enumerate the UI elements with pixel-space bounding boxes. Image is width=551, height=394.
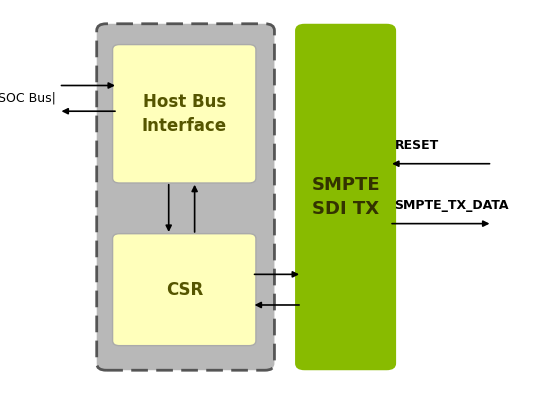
FancyBboxPatch shape (112, 234, 256, 346)
FancyBboxPatch shape (112, 45, 256, 183)
Text: Host Bus
Interface: Host Bus Interface (142, 93, 227, 135)
FancyBboxPatch shape (97, 24, 274, 370)
Text: SOC Bus|: SOC Bus| (0, 92, 56, 105)
Text: SMPTE_TX_DATA: SMPTE_TX_DATA (395, 199, 509, 212)
Text: RESET: RESET (395, 139, 439, 152)
FancyBboxPatch shape (295, 24, 396, 370)
Text: CSR: CSR (166, 281, 203, 299)
Text: SMPTE
SDI TX: SMPTE SDI TX (311, 176, 380, 218)
